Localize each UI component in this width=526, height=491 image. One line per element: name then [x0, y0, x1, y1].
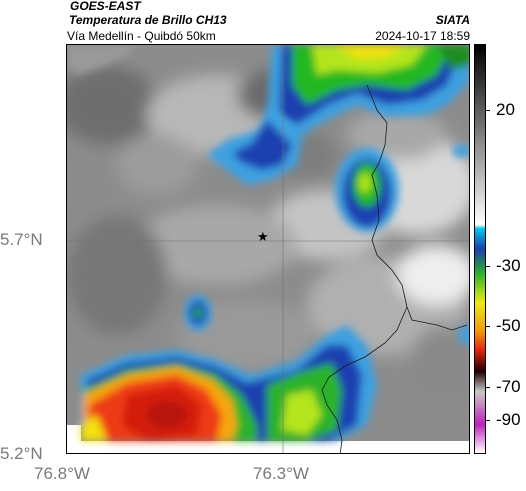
lat-label-5-2: 5.2°N [0, 444, 43, 463]
colorbar-label-neg30: -30 [496, 256, 521, 275]
satellite-title: GOES-EAST [70, 0, 141, 13]
location-star-icon: ★ [257, 229, 269, 244]
colorbar-label-neg70: -70 [496, 377, 521, 396]
org-label: SIATA [435, 13, 470, 27]
colorbar [474, 44, 486, 454]
colorbar-label-20: 20 [496, 100, 515, 119]
lat-label-5-7: 5.7°N [0, 230, 43, 249]
satellite-image [67, 45, 469, 453]
route-subtitle: Vía Medellín - Quibdó 50km [67, 29, 216, 43]
lon-label-76-3: 76.3°W [253, 464, 309, 483]
lon-label-76-8: 76.8°W [34, 464, 90, 483]
colorbar-label-neg90: -90 [496, 410, 521, 429]
datetime-label: 2024-10-17 18:59 [375, 29, 470, 43]
product-title: Temperatura de Brillo CH13 [69, 13, 227, 27]
colorbar-label-neg50: -50 [496, 316, 521, 335]
map-panel: ★ [66, 44, 470, 454]
colorbar-gradient [475, 45, 485, 453]
